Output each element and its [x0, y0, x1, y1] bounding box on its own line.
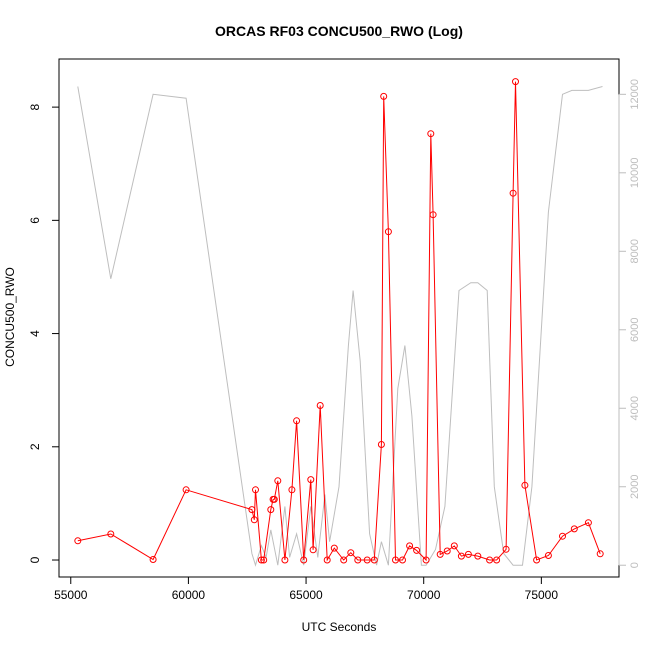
data-point [307, 476, 315, 484]
y2-tick-label: 0 [629, 562, 641, 568]
data-point [406, 542, 414, 550]
data-point [443, 547, 451, 555]
data-point [370, 556, 378, 564]
data-point [436, 550, 444, 558]
data-point [399, 556, 406, 564]
data-point [474, 552, 482, 560]
data-point [457, 552, 465, 560]
data-point [559, 532, 566, 540]
data-point [252, 486, 259, 494]
data-point [182, 486, 190, 494]
chart-title: ORCAS RF03 CONCU500_RWO (Log) [215, 23, 463, 39]
data-point [509, 189, 517, 197]
data-point [316, 402, 324, 409]
data-point [584, 519, 592, 527]
y-axis-label: CONCU500_RWO [3, 267, 17, 367]
y-tick-label: 8 [28, 103, 42, 110]
data-point [570, 525, 578, 533]
x-axis-label: UTC Seconds [302, 620, 377, 634]
primary-series-points [74, 78, 604, 564]
primary-series-line [77, 81, 601, 562]
data-point [293, 417, 301, 425]
data-point [422, 556, 430, 564]
data-point [512, 78, 519, 86]
data-point [300, 556, 308, 564]
data-point [429, 211, 437, 219]
data-point [340, 556, 348, 564]
data-point [596, 550, 604, 558]
y2-tick-label: 10000 [629, 158, 641, 189]
y2-tick-label: 4000 [629, 396, 641, 420]
data-point [486, 556, 494, 564]
data-point [248, 506, 256, 514]
y-tick-label: 6 [28, 217, 42, 224]
y2-tick-label: 6000 [629, 318, 641, 342]
data-point [267, 506, 275, 514]
x-tick-label: 70000 [407, 588, 441, 602]
data-point [288, 486, 296, 494]
y2-tick-label: 8000 [629, 239, 641, 263]
data-point [377, 441, 385, 448]
data-point [323, 556, 331, 564]
data-point [74, 537, 82, 545]
data-point [521, 481, 529, 489]
data-point [260, 556, 268, 564]
data-point [270, 495, 278, 503]
data-point [354, 556, 362, 564]
data-point [281, 556, 289, 564]
y-tick-label: 2 [28, 443, 42, 450]
data-point [257, 556, 265, 564]
data-point [107, 530, 115, 538]
x-tick-label: 75000 [525, 588, 559, 602]
y2-tick-label: 2000 [629, 475, 641, 499]
data-point [392, 556, 399, 564]
y2-tick-label: 12000 [629, 79, 641, 110]
data-point [384, 228, 392, 236]
data-point [544, 552, 552, 559]
x-tick-label: 60000 [172, 588, 206, 602]
data-point [493, 556, 501, 564]
x-axis: 55000 60000 65000 70000 75000 [54, 576, 559, 602]
data-point [450, 542, 458, 550]
y-tick-label: 0 [28, 556, 42, 563]
y-axis-right: 0 2000 4000 6000 8000 10000 12000 [618, 79, 641, 568]
data-point [274, 477, 282, 485]
data-point [363, 556, 371, 564]
data-point [464, 550, 472, 558]
secondary-series-line [77, 86, 603, 567]
data-point [330, 544, 338, 552]
x-tick-label: 55000 [54, 588, 88, 602]
y-tick-label: 4 [28, 330, 42, 337]
data-point [309, 546, 317, 554]
x-tick-label: 65000 [289, 588, 323, 602]
data-point [427, 130, 435, 138]
data-point [533, 556, 541, 564]
data-point [502, 545, 510, 553]
data-point [250, 516, 258, 524]
data-point [413, 546, 421, 554]
data-point [149, 556, 157, 563]
data-point [347, 549, 355, 557]
data-point [380, 92, 388, 100]
y-axis-left: 0 2 4 6 8 [28, 103, 60, 563]
